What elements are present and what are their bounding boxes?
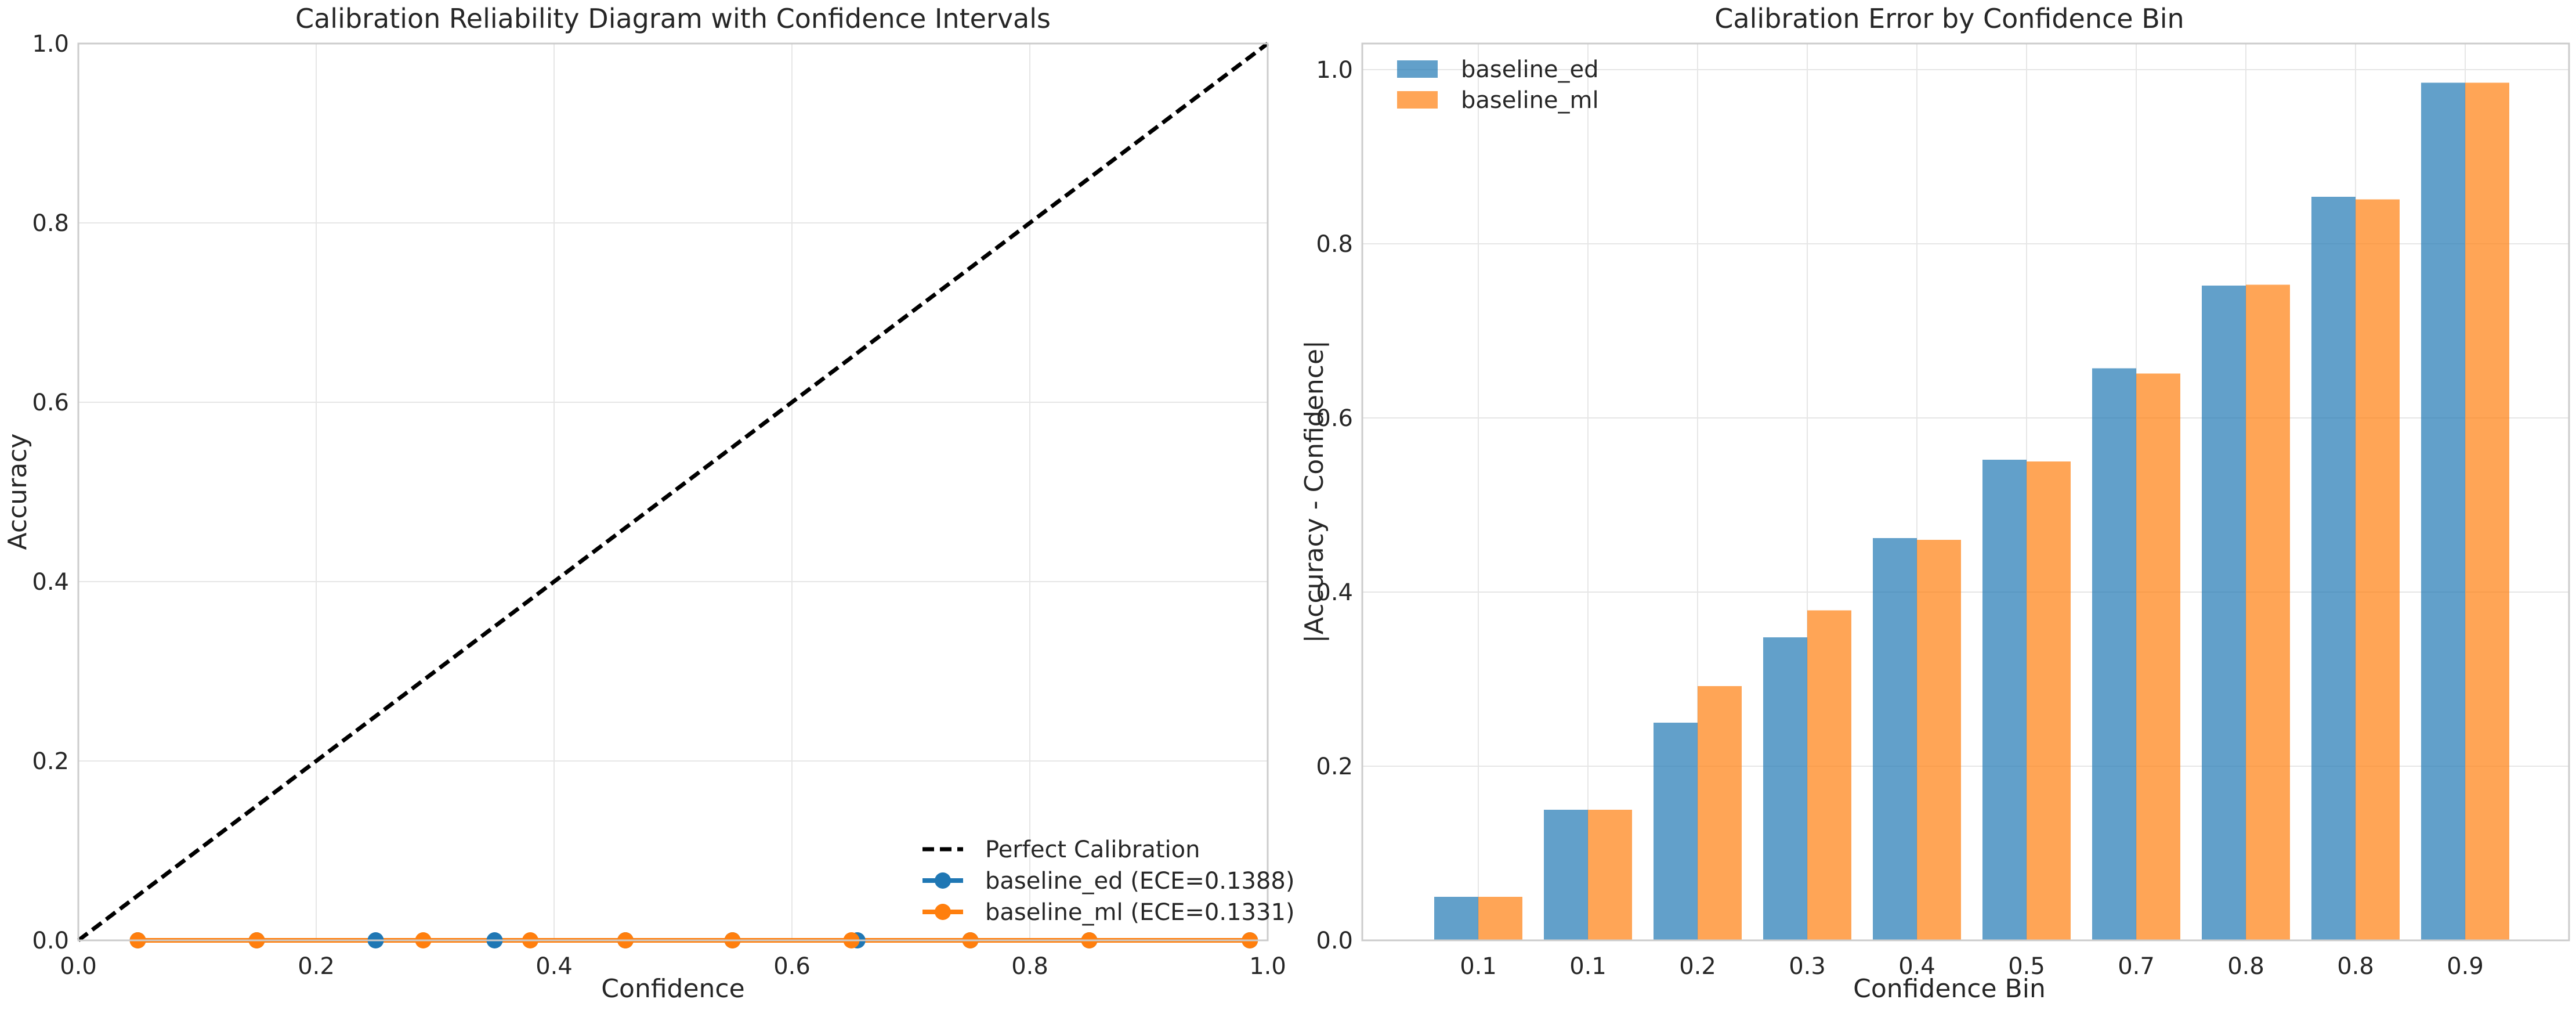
legend-swatch-baseline-ml-bar — [1397, 91, 1438, 109]
reliability-y-ticks: 0.0 0.2 0.4 0.6 0.8 1.0 — [32, 31, 69, 954]
bar-baseline-ml — [1478, 897, 1522, 940]
reliability-y-tick-label: 0.0 — [32, 928, 69, 954]
reliability-x-tick-label: 1.0 — [1249, 953, 1286, 980]
reliability-y-label: Accuracy — [3, 434, 32, 550]
bar-baseline-ed — [1873, 538, 1917, 940]
reliability-grid — [78, 43, 1268, 941]
reliability-x-tick-label: 0.0 — [60, 953, 97, 980]
bar-baseline-ed — [1654, 723, 1698, 940]
error-y-ticks: 0.0 0.2 0.4 0.6 0.8 1.0 — [1316, 57, 1353, 954]
error-x-tick-label: 0.5 — [2008, 953, 2045, 980]
error-x-ticks: 0.1 0.1 0.2 0.3 0.4 0.5 0.7 0.8 0.8 0.9 — [1460, 953, 2484, 980]
reliability-y-tick-label: 0.4 — [32, 569, 69, 596]
bar-baseline-ml — [2356, 199, 2400, 940]
reliability-legend: Perfect Calibration baseline_ed (ECE=0.1… — [922, 836, 1295, 926]
error-y-tick-label: 0.6 — [1316, 405, 1353, 432]
reliability-y-tick-label: 0.2 — [32, 748, 69, 775]
reliability-diagram: Calibration Reliability Diagram with Con… — [3, 3, 1295, 1004]
reliability-plot-area — [78, 44, 1268, 940]
error-bars — [1434, 82, 2509, 940]
error-x-tick-label: 0.7 — [2118, 953, 2155, 980]
bar-baseline-ml — [2027, 461, 2071, 940]
bar-baseline-ed — [2092, 368, 2136, 940]
error-x-tick-label: 0.3 — [1789, 953, 1826, 980]
legend-label-baseline-ed-bar: baseline_ed — [1461, 56, 1599, 83]
error-y-tick-label: 0.8 — [1316, 231, 1353, 258]
bar-baseline-ed — [2421, 82, 2465, 940]
legend-marker-baseline-ed — [935, 872, 951, 889]
reliability-x-tick-label: 0.6 — [773, 953, 811, 980]
bar-baseline-ed — [1982, 460, 2027, 940]
bar-baseline-ed — [1544, 810, 1588, 940]
bar-baseline-ml — [2246, 284, 2290, 940]
reliability-axes-frame — [77, 42, 1269, 942]
error-y-tick-label: 0.4 — [1316, 579, 1353, 606]
reliability-x-tick-label: 0.8 — [1011, 953, 1048, 980]
error-y-tick-label: 0.2 — [1316, 753, 1353, 780]
error-x-tick-label: 0.8 — [2337, 953, 2374, 980]
legend-swatch-baseline-ed-bar — [1397, 60, 1438, 78]
legend-label-reference: Perfect Calibration — [985, 836, 1200, 863]
reliability-x-tick-label: 0.4 — [536, 953, 573, 980]
error-x-label: Confidence Bin — [1853, 974, 2046, 1004]
reliability-x-tick-label: 0.2 — [298, 953, 335, 980]
bar-baseline-ml — [1917, 540, 1961, 940]
error-y-tick-label: 1.0 — [1316, 57, 1353, 84]
bar-baseline-ed — [1763, 637, 1807, 940]
bar-baseline-ml — [1807, 610, 1851, 940]
reliability-y-tick-label: 0.8 — [32, 210, 69, 237]
error-axes-frame — [1361, 42, 2570, 942]
bar-baseline-ml — [2465, 82, 2509, 940]
bar-baseline-ml — [1698, 686, 1742, 940]
bar-baseline-ed — [2202, 286, 2246, 940]
reliability-title: Calibration Reliability Diagram with Con… — [295, 3, 1051, 34]
error-x-tick-label: 0.4 — [1898, 953, 1935, 980]
reliability-reference — [77, 42, 1269, 942]
error-x-tick-label: 0.8 — [2227, 953, 2264, 980]
reliability-x-ticks: 0.0 0.2 0.4 0.6 0.8 1.0 — [60, 953, 1286, 980]
error-y-tick-label: 0.0 — [1316, 928, 1353, 954]
reliability-y-tick-label: 0.6 — [32, 389, 69, 416]
perfect-calibration-line — [77, 42, 1269, 942]
legend-label-baseline-ml-bar: baseline_ml — [1461, 87, 1599, 114]
error-x-tick-label: 0.2 — [1679, 953, 1716, 980]
reliability-x-label: Confidence — [601, 974, 744, 1004]
error-y-label: |Accuracy - Confidence| — [1300, 340, 1329, 643]
calibration-error-chart: Calibration Error by Confidence Bin 0.1 0… — [1300, 3, 2570, 1004]
error-legend: baseline_ed baseline_ml — [1397, 56, 1599, 114]
bar-baseline-ed — [2311, 197, 2356, 940]
legend-marker-baseline-ml — [935, 904, 951, 920]
reliability-y-tick-label: 1.0 — [32, 31, 69, 57]
bar-baseline-ml — [2136, 373, 2180, 940]
bar-baseline-ml — [1588, 810, 1632, 940]
legend-label-baseline-ml: baseline_ml (ECE=0.1331) — [985, 899, 1295, 926]
legend-label-baseline-ed: baseline_ed (ECE=0.1388) — [985, 868, 1294, 894]
bar-baseline-ed — [1434, 897, 1478, 940]
error-title: Calibration Error by Confidence Bin — [1714, 3, 2184, 34]
error-x-tick-label: 0.1 — [1569, 953, 1607, 980]
error-x-tick-label: 0.1 — [1460, 953, 1497, 980]
error-x-tick-label: 0.9 — [2447, 953, 2484, 980]
